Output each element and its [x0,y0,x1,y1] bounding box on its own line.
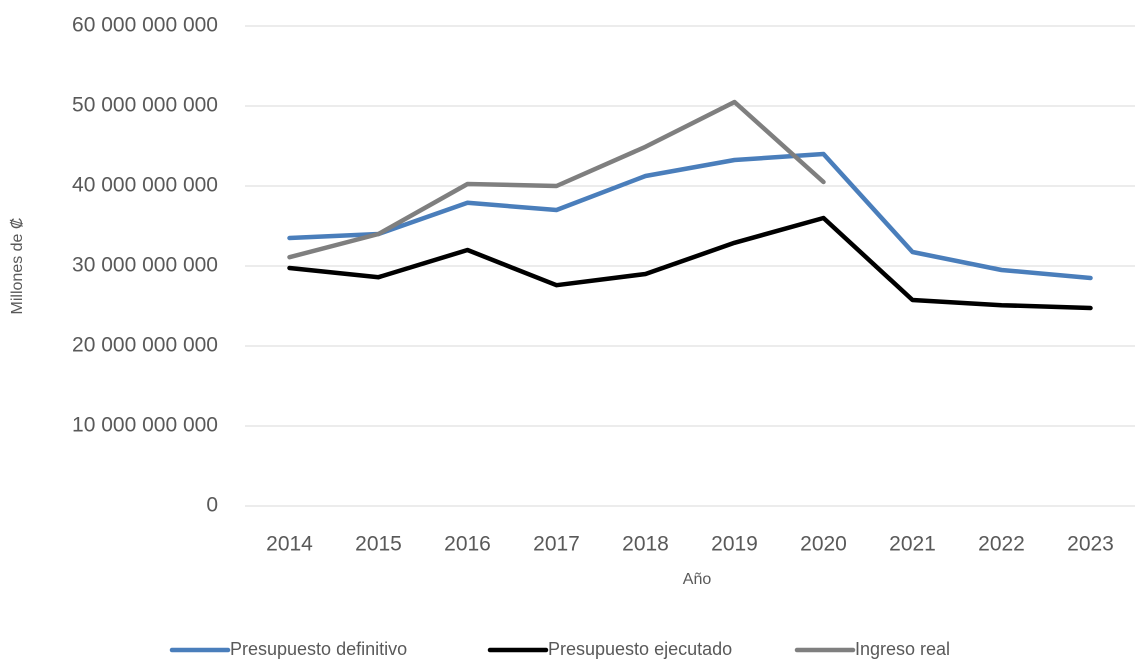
y-tick-label: 30 000 000 000 [72,254,218,277]
legend-label: Presupuesto ejecutado [548,639,732,659]
x-tick-label: 2017 [533,533,580,556]
x-tick-label: 2021 [889,533,936,556]
x-tick-label: 2019 [711,533,758,556]
y-tick-label: 60 000 000 000 [72,14,218,37]
y-tick-label: 20 000 000 000 [72,334,218,357]
legend-label: Ingreso real [855,639,950,659]
legend-label: Presupuesto definitivo [230,639,407,659]
y-tick-label: 0 [206,494,218,517]
x-tick-label: 2022 [978,533,1025,556]
series-line [287,99,826,260]
y-axis-title: Millones de ₡ [9,218,26,315]
y-tick-label: 50 000 000 000 [72,94,218,117]
y-tick-label: 10 000 000 000 [72,414,218,437]
series-line [287,151,1093,281]
y-tick-label: 40 000 000 000 [72,174,218,197]
x-axis-title: Año [683,571,712,588]
x-tick-label: 2020 [800,533,847,556]
x-tick-label: 2016 [444,533,491,556]
x-tick-label: 2014 [266,533,313,556]
series-line [287,215,1093,311]
x-tick-label: 2018 [622,533,669,556]
x-tick-label: 2023 [1067,533,1114,556]
x-tick-label: 2015 [355,533,402,556]
